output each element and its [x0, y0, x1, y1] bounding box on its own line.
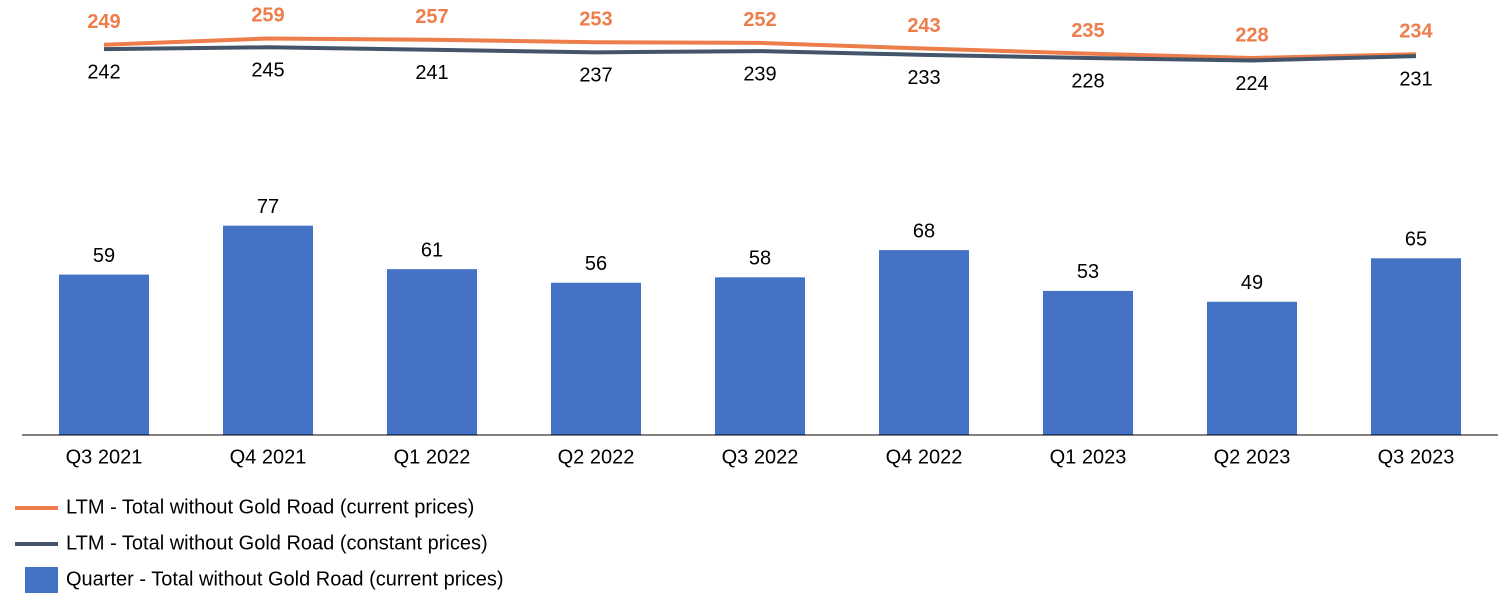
bar — [1043, 290, 1133, 435]
value-label: 231 — [1399, 68, 1432, 90]
x-tick-label: Q1 2022 — [394, 446, 471, 468]
bar — [1371, 258, 1461, 435]
bar — [879, 250, 969, 435]
value-label: 249 — [87, 11, 120, 33]
bar — [223, 225, 313, 435]
value-label: 257 — [415, 6, 448, 28]
value-label: 228 — [1071, 70, 1104, 92]
value-label: 259 — [251, 5, 284, 27]
x-tick-label: Q2 2023 — [1214, 446, 1291, 468]
legend-label: LTM - Total without Gold Road (current p… — [66, 496, 474, 518]
value-label: 241 — [415, 62, 448, 84]
x-tick-label: Q3 2022 — [722, 446, 799, 468]
legend-swatch — [25, 567, 58, 593]
line — [103, 45, 1417, 63]
line — [103, 36, 1417, 60]
value-label: 228 — [1235, 24, 1268, 46]
bar — [551, 282, 641, 435]
value-label: 243 — [907, 15, 940, 37]
value-label: 245 — [251, 60, 284, 82]
value-label: 252 — [743, 9, 776, 31]
value-label: 239 — [743, 63, 776, 85]
value-label: 53 — [1077, 261, 1099, 283]
x-tick-label: Q3 2021 — [66, 446, 143, 468]
bar — [1207, 301, 1297, 435]
bar — [387, 269, 477, 435]
value-label: 237 — [579, 65, 612, 87]
value-label: 242 — [87, 61, 120, 83]
value-label: 59 — [93, 245, 115, 267]
x-tick-label: Q3 2023 — [1378, 446, 1455, 468]
value-label: 233 — [907, 67, 940, 89]
legend-label: LTM - Total without Gold Road (constant … — [66, 532, 488, 554]
value-label: 56 — [585, 253, 607, 275]
value-label: 65 — [1405, 229, 1427, 251]
value-label: 234 — [1399, 20, 1433, 42]
value-label: 235 — [1071, 20, 1104, 42]
bar — [715, 277, 805, 435]
value-label: 61 — [421, 239, 443, 261]
x-tick-label: Q4 2022 — [886, 446, 963, 468]
value-label: 224 — [1235, 73, 1268, 95]
legend-label: Quarter - Total without Gold Road (curre… — [66, 568, 504, 590]
value-label: 68 — [913, 220, 935, 242]
value-label: 49 — [1241, 272, 1263, 294]
value-label: 58 — [749, 248, 771, 270]
x-tick-label: Q1 2023 — [1050, 446, 1127, 468]
value-label: 77 — [257, 196, 279, 218]
x-tick-label: Q4 2021 — [230, 446, 307, 468]
x-tick-label: Q2 2022 — [558, 446, 635, 468]
value-label: 253 — [579, 9, 612, 31]
bar — [59, 274, 149, 435]
